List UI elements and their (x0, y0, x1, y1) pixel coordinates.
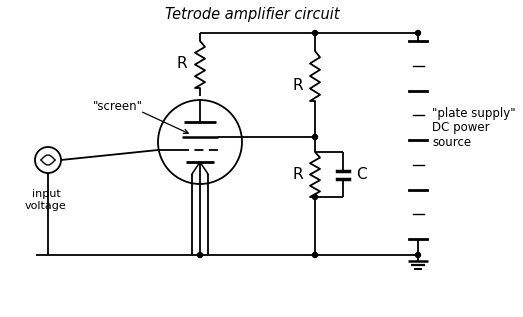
Text: input
voltage: input voltage (25, 189, 67, 210)
Circle shape (198, 253, 202, 257)
Text: R: R (176, 56, 187, 71)
Text: "plate supply"
DC power
source: "plate supply" DC power source (432, 107, 516, 150)
Text: R: R (292, 77, 303, 93)
Text: Tetrode amplifier circuit: Tetrode amplifier circuit (165, 8, 339, 23)
Circle shape (313, 253, 317, 257)
Circle shape (415, 253, 420, 257)
Circle shape (313, 195, 317, 199)
Text: "screen": "screen" (93, 100, 143, 113)
Circle shape (313, 30, 317, 36)
Circle shape (415, 30, 420, 36)
Circle shape (313, 134, 317, 139)
Text: R: R (292, 167, 303, 182)
Text: C: C (356, 167, 367, 182)
